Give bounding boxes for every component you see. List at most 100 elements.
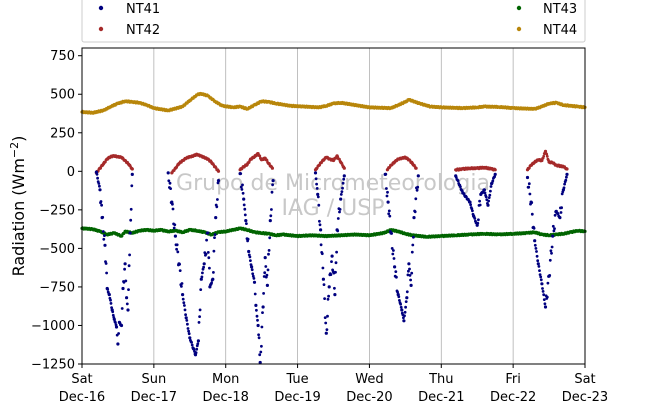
data-point xyxy=(207,256,211,260)
data-point xyxy=(319,228,323,232)
data-point xyxy=(125,302,129,306)
data-point xyxy=(487,199,490,203)
data-point xyxy=(186,322,189,326)
data-point xyxy=(414,197,418,201)
data-point xyxy=(469,203,472,207)
data-point xyxy=(386,200,390,204)
data-point xyxy=(205,238,209,242)
data-point xyxy=(334,270,337,274)
data-point xyxy=(317,203,321,207)
data-point xyxy=(206,231,210,235)
data-point xyxy=(340,190,344,194)
data-point xyxy=(215,205,219,209)
data-point xyxy=(201,271,204,275)
data-point xyxy=(412,216,416,220)
data-point xyxy=(180,285,183,288)
data-point xyxy=(256,318,259,322)
data-point xyxy=(491,179,495,183)
data-point xyxy=(255,314,259,318)
data-point xyxy=(386,190,389,194)
data-point xyxy=(318,219,321,223)
data-point xyxy=(175,247,179,251)
data-point xyxy=(241,191,245,195)
data-point xyxy=(539,278,543,282)
series-nt43 xyxy=(80,226,587,239)
data-point xyxy=(536,259,540,263)
data-point xyxy=(264,265,268,268)
data-point xyxy=(530,201,534,205)
data-point xyxy=(216,179,221,183)
data-point xyxy=(269,214,273,218)
legend: NT41 NT42 NT43 NT44 xyxy=(81,0,586,43)
data-point xyxy=(563,182,566,186)
watermark: Grupo de Micrometeorologia IAG / USP xyxy=(176,171,490,221)
data-point xyxy=(535,250,538,253)
data-point xyxy=(404,300,408,303)
data-point xyxy=(129,207,133,211)
data-point xyxy=(111,310,115,314)
data-point xyxy=(202,262,206,266)
data-point xyxy=(326,297,330,301)
data-point xyxy=(99,200,103,203)
data-point xyxy=(111,313,115,317)
data-point xyxy=(536,262,540,266)
data-point xyxy=(403,310,407,314)
data-point xyxy=(533,243,537,247)
data-point xyxy=(396,290,399,294)
data-point xyxy=(176,250,180,254)
data-point xyxy=(397,295,401,299)
data-point xyxy=(251,274,255,278)
data-point xyxy=(204,252,208,256)
data-point xyxy=(385,194,389,198)
data-point xyxy=(322,283,326,286)
data-point xyxy=(171,207,175,211)
data-point xyxy=(562,186,566,190)
data-point xyxy=(216,181,220,185)
data-point xyxy=(538,273,542,276)
data-point xyxy=(216,169,221,173)
data-point xyxy=(468,200,472,204)
data-point xyxy=(262,275,266,278)
data-point xyxy=(542,154,546,158)
data-point xyxy=(410,250,414,254)
data-point xyxy=(532,226,536,230)
data-point xyxy=(405,296,409,300)
data-point xyxy=(208,266,211,270)
data-point xyxy=(167,179,171,183)
data-point xyxy=(470,207,474,211)
x-tick-day: Wed xyxy=(355,372,383,387)
x-tick-day: Sat xyxy=(574,372,595,387)
legend-frame xyxy=(81,0,586,43)
data-point xyxy=(249,263,253,266)
data-point xyxy=(333,286,336,290)
data-point xyxy=(178,262,182,266)
data-point xyxy=(197,321,201,324)
data-point xyxy=(178,269,182,272)
data-point xyxy=(127,288,130,291)
data-point xyxy=(250,268,254,272)
data-point xyxy=(542,293,546,297)
data-point xyxy=(258,154,262,158)
data-point xyxy=(94,170,98,174)
legend-label-nt43: NT43 xyxy=(543,2,577,17)
data-point xyxy=(123,267,126,271)
data-point xyxy=(489,185,493,188)
data-point xyxy=(454,176,458,179)
data-point xyxy=(533,239,537,243)
data-point xyxy=(548,258,552,262)
data-point xyxy=(486,203,490,207)
data-point xyxy=(407,269,410,273)
data-point xyxy=(262,292,265,295)
data-point xyxy=(548,274,552,277)
data-point xyxy=(261,305,265,309)
data-point xyxy=(387,209,391,213)
data-point xyxy=(114,321,117,324)
series-nt42 xyxy=(94,149,569,175)
data-point xyxy=(412,235,415,239)
data-point xyxy=(101,215,105,219)
x-tick-day: Thu xyxy=(428,372,453,387)
data-point xyxy=(123,262,127,266)
data-point xyxy=(98,188,102,192)
data-point xyxy=(184,313,188,317)
data-point xyxy=(336,229,340,233)
